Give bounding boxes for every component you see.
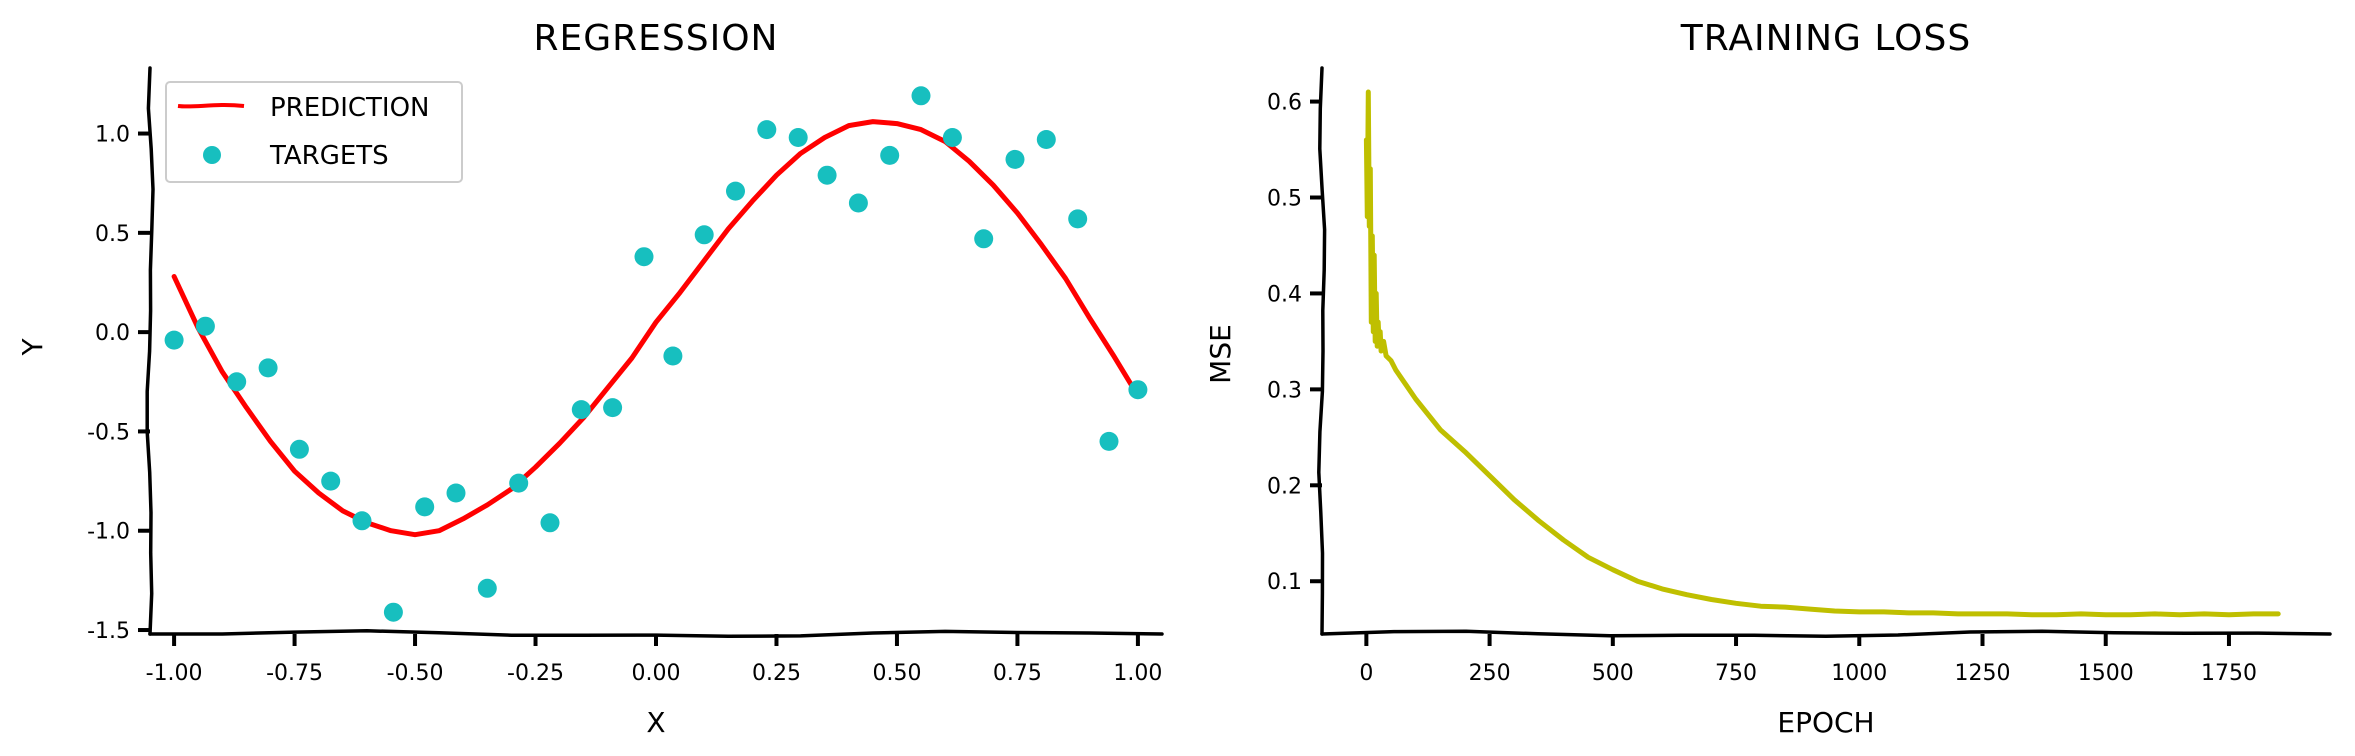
x-tick-label: 0.00 [632, 661, 681, 686]
y-tick-label: 0.0 [95, 321, 130, 346]
target-point [509, 473, 529, 493]
legend-prediction-swatch [177, 103, 245, 109]
target-point [942, 128, 962, 147]
target-point [321, 471, 341, 491]
target-point [383, 602, 403, 622]
y-tick-label: 0.1 [1267, 570, 1302, 595]
y-tick-label: -1.0 [87, 520, 130, 545]
y-tick-label: 1.0 [95, 123, 130, 148]
target-point [195, 316, 215, 336]
target-point [1128, 380, 1148, 400]
target-point [848, 193, 868, 213]
x-tick-label: 1000 [1831, 661, 1887, 686]
x-tick-label: 1500 [2078, 661, 2134, 686]
y-tick-label: 0.5 [95, 222, 130, 247]
x-axis-spine [1320, 629, 2332, 638]
y-tick-label: -0.5 [87, 420, 130, 445]
x-tick-label: -1.00 [146, 661, 203, 686]
regression-y-axis-label: Y [16, 338, 49, 357]
target-point [634, 247, 654, 267]
y-tick-label: -1.5 [87, 619, 130, 644]
training-loss-x-axis-label: EPOCH [1777, 706, 1874, 739]
y-tick-label: 0.2 [1267, 474, 1302, 499]
x-tick-label: 0.75 [993, 661, 1042, 686]
target-point [757, 120, 777, 140]
target-point [1068, 209, 1088, 229]
target-point [603, 398, 623, 418]
target-point [415, 497, 435, 517]
x-tick-label: 0 [1359, 661, 1373, 686]
x-tick-label: 1.00 [1113, 661, 1162, 686]
x-tick-label: 0.25 [752, 661, 801, 686]
target-point [571, 400, 591, 420]
x-tick-label: 1750 [2201, 661, 2257, 686]
prediction-line [171, 119, 1141, 538]
target-point [352, 511, 372, 531]
y-tick-label: 0.3 [1267, 378, 1302, 403]
x-tick-label: -0.75 [266, 661, 323, 686]
target-point [1099, 431, 1119, 451]
target-point [726, 181, 745, 201]
target-point [974, 229, 994, 249]
target-point [817, 165, 837, 185]
regression-legend: PREDICTION TARGETS [165, 81, 463, 183]
training-loss-y-axis-label: MSE [1204, 324, 1237, 384]
regression-plot-area: -1.00 -0.75 -0.50 -0.25 0.00 0.25 0.50 0.75 1.00… [87, 66, 1164, 686]
target-point [258, 358, 278, 378]
target-point [1036, 130, 1056, 149]
target-point [227, 372, 247, 392]
x-tick-label: 750 [1715, 661, 1757, 686]
y-axis-spine [1317, 66, 1327, 636]
target-point [289, 439, 309, 459]
x-tick-label: -0.25 [507, 661, 564, 686]
regression-title: REGRESSION [533, 18, 778, 59]
x-tick-label: 500 [1592, 661, 1634, 686]
y-axis-spine [145, 66, 155, 636]
target-point [663, 346, 683, 366]
y-tick-label: 0.4 [1267, 282, 1302, 307]
legend-targets-label: TARGETS [269, 141, 389, 171]
y-tick-label: 0.5 [1267, 187, 1302, 212]
training-loss-line [1363, 89, 2281, 618]
training-loss-title: TRAINING LOSS [1680, 18, 1971, 59]
target-point [788, 128, 808, 147]
training-loss-panel: TRAINING LOSS 0 250 500 750 1000 1250 1500 1750… [1204, 18, 2332, 739]
regression-panel: REGRESSION -1.00 -0.75 -0.50 -0.25 0.00 0.25 0… [16, 18, 1164, 739]
regression-x-axis-label: X [646, 706, 665, 739]
target-point [446, 483, 466, 503]
x-tick-label: 0.50 [872, 661, 921, 686]
x-tick-label: 1250 [1954, 661, 2010, 686]
legend-prediction-label: PREDICTION [270, 93, 429, 123]
target-point [1005, 149, 1025, 169]
target-point [694, 225, 714, 245]
target-point [540, 513, 560, 533]
target-point [164, 330, 184, 350]
legend-targets-swatch [203, 146, 221, 164]
target-point [477, 578, 497, 598]
target-point [911, 86, 931, 106]
target-point [880, 145, 900, 165]
x-tick-label: -0.50 [387, 661, 444, 686]
y-tick-label: 0.6 [1267, 91, 1302, 116]
x-tick-label: 250 [1469, 661, 1511, 686]
training-loss-plot-area: 0 250 500 750 1000 1250 1500 1750 0.1 0.2 0.3 0.4 0.… [1267, 66, 2332, 686]
